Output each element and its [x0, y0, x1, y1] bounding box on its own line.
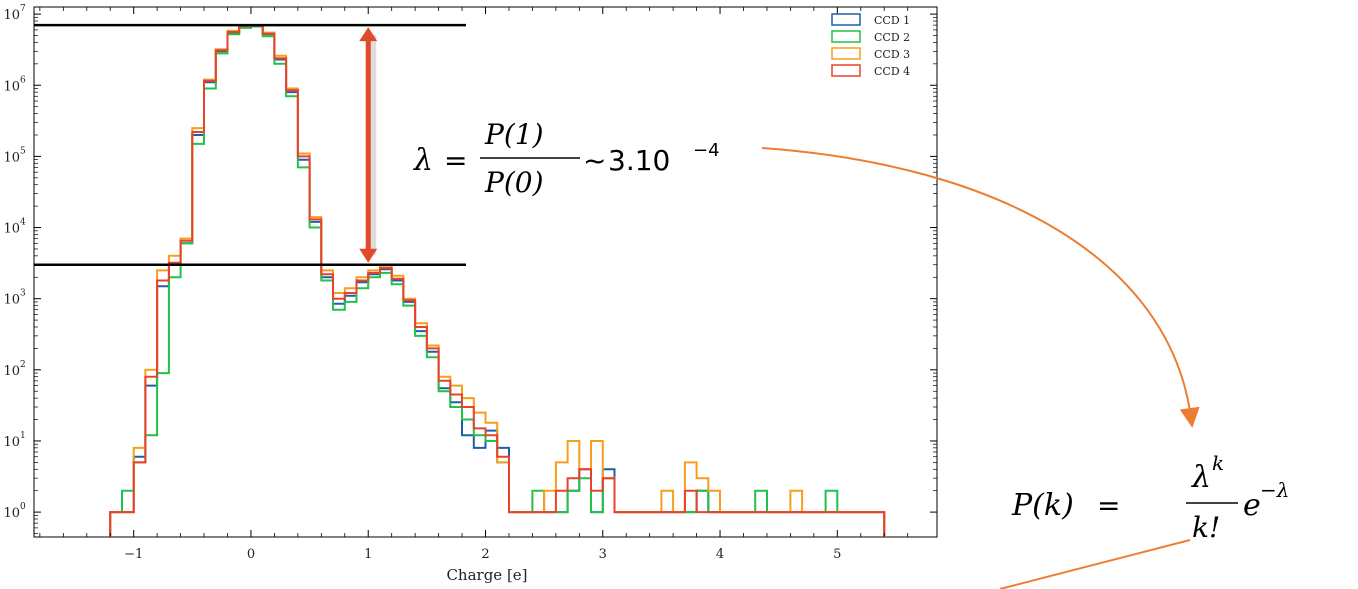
x-tick-label: 2 [481, 547, 489, 562]
lambda-equals: = [444, 144, 467, 177]
arrow-head-top [359, 27, 378, 42]
legend-label: CCD 1 [874, 14, 910, 27]
lambda-equation: λ = P(1) P(0) ~ 3.10 −4 [413, 118, 720, 199]
y-tick-exponent: 6 [20, 75, 26, 85]
lambda-numerator: P(1) [484, 118, 544, 151]
legend-swatch [831, 13, 861, 26]
legend-swatch [831, 47, 861, 60]
connector-tail-line [999, 539, 1191, 589]
y-tick-exponent: 0 [20, 502, 26, 512]
lambda-value-exponent: −4 [693, 140, 720, 161]
x-axis-title: Charge [e] [446, 566, 527, 584]
y-tick-label: 10 [3, 150, 20, 165]
histogram-layer [109, 24, 886, 537]
x-tick-label: 5 [833, 547, 841, 562]
legend-swatch [831, 30, 861, 43]
x-axis: −1 0 1 2 3 4 5 [39, 7, 909, 562]
y-tick-exponent: 7 [20, 4, 26, 14]
legend-label: CCD 3 [874, 48, 910, 61]
connector-arrow [761, 147, 1200, 428]
poisson-exp-exponent: −λ [1260, 478, 1289, 502]
x-tick-label: 3 [599, 547, 607, 562]
poisson-numerator-exponent: k [1212, 451, 1224, 475]
y-tick-label: 10 [3, 364, 20, 379]
y-tick-label: 10 [3, 506, 20, 521]
poisson-equals: = [1097, 489, 1120, 522]
lambda-approx: ~ [583, 144, 606, 177]
y-tick-label: 10 [3, 435, 20, 450]
histogram-series-3 [109, 24, 886, 537]
x-tick-label: 0 [247, 547, 255, 562]
x-tick-label: −1 [124, 547, 143, 562]
lambda-value: 3.10 [608, 144, 670, 177]
arrow-head-bottom [359, 248, 378, 263]
lambda-symbol: λ [413, 143, 433, 178]
legend-swatch [831, 64, 861, 77]
poisson-lhs: P(k) [1011, 488, 1074, 523]
y-tick-exponent: 2 [20, 360, 26, 370]
lambda-denominator: P(0) [484, 166, 544, 199]
legend-label: CCD 2 [874, 31, 910, 44]
y-tick-exponent: 3 [20, 289, 26, 299]
y-tick-label: 10 [3, 79, 20, 94]
poisson-numerator: λ [1191, 460, 1211, 495]
x-tick-label: 4 [716, 547, 724, 562]
y-tick-label: 10 [3, 222, 20, 237]
poisson-exp-base: e [1243, 488, 1261, 523]
poisson-equation: P(k) = λ k k! e −λ [1011, 451, 1289, 544]
poisson-denominator: k! [1192, 511, 1220, 544]
y-tick-label: 10 [3, 293, 20, 308]
y-tick-label: 10 [3, 8, 20, 23]
y-tick-exponent: 1 [20, 431, 26, 441]
histogram-series-4 [109, 24, 886, 537]
y-tick-exponent: 5 [20, 146, 26, 156]
legend-label: CCD 4 [874, 65, 910, 78]
ratio-double-arrow [359, 27, 378, 263]
y-tick-exponent: 4 [20, 218, 26, 228]
legend: CCD 1 CCD 2 CCD 3 CCD 4 [831, 13, 910, 78]
x-tick-label: 1 [364, 547, 372, 562]
